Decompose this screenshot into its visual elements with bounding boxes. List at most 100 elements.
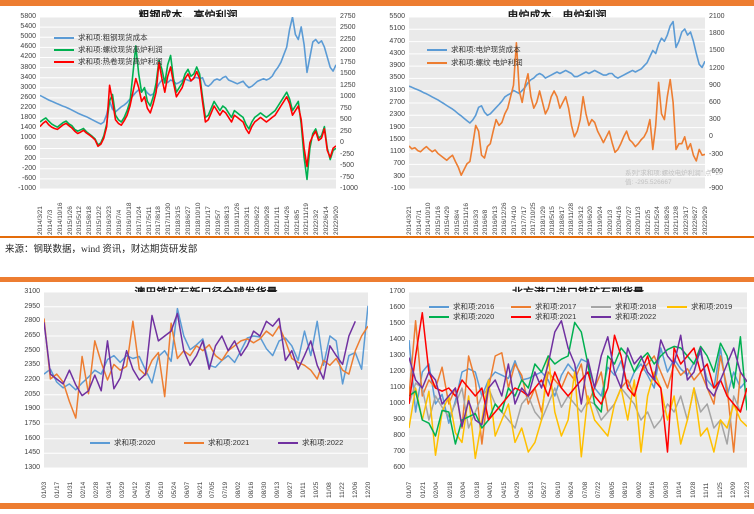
secondary-y-axis-label: -750 <box>340 173 355 181</box>
x-axis-label: 08/30 <box>261 481 269 498</box>
x-axis-label: 2019/11/26 <box>234 202 242 235</box>
secondary-y-axis-label: 0 <box>709 133 713 141</box>
legend-label: 求和项:热卷现货高炉利润 <box>78 57 163 66</box>
x-axis-label: 2020/3/11 <box>244 206 252 235</box>
y-axis-label: 1400 <box>389 336 405 343</box>
series-line-求和项:2022 <box>44 312 356 397</box>
legend-item: 求和项:2022 <box>278 437 343 448</box>
x-axis-label: 06/21 <box>196 481 204 498</box>
y-axis-label: 1000 <box>20 134 36 142</box>
legend-item: 求和项:热卷现货高炉利润 <box>54 56 163 67</box>
x-axis-label: 05/27 <box>541 481 549 498</box>
legend-swatch <box>591 315 611 318</box>
x-axis-label: 03/14 <box>105 481 113 498</box>
x-axis-label: 2015/8/18 <box>86 206 94 235</box>
x-axis-label: 12/09 <box>730 481 738 498</box>
x-axis-label: 03/29 <box>118 481 126 498</box>
y-axis-label: 600 <box>24 144 36 152</box>
y-axis-label: 1300 <box>389 352 405 359</box>
legend-item: 求和项:2021 <box>184 437 249 448</box>
x-axis-label: 09/27 <box>287 481 295 498</box>
y-axis-label: 4600 <box>20 43 36 51</box>
y-axis-label: 600 <box>393 464 405 471</box>
y-axis-label: -200 <box>21 164 36 172</box>
top-divider-bar <box>0 0 754 6</box>
x-axis-label: 2022/3/17 <box>682 206 690 235</box>
legend-swatch <box>511 305 531 308</box>
x-axis-label: 2018/6/27 <box>185 206 192 235</box>
legend-swatch <box>667 305 687 308</box>
y-axis-label: 2600 <box>20 93 36 101</box>
y-axis-label: 3100 <box>24 288 40 295</box>
chart-aus-brazil-iron-ore-global-shipments: 澳巴铁矿石新口径全球发货量 31002950280026502500235022… <box>0 284 376 503</box>
x-axis-label: 2021/5/24 <box>654 206 662 235</box>
secondary-y-axis-label: 2000 <box>340 47 356 55</box>
x-axis-label: 10/11 <box>300 482 308 498</box>
legend-swatch <box>278 441 298 444</box>
y-axis-label: 2300 <box>389 111 405 119</box>
legend-swatch <box>511 315 531 318</box>
series-line-求和项:2016 <box>409 339 747 424</box>
x-axis-label: 2017/8/18 <box>155 206 163 235</box>
x-axis-label: 08/19 <box>622 481 630 498</box>
legend-label: 求和项:2020 <box>453 312 495 321</box>
y-axis-label: 1500 <box>389 320 405 327</box>
legend-item: 求和项:2021 <box>511 311 576 322</box>
x-axis-label: 07/05 <box>209 481 217 498</box>
x-axis-label: 2021/2/5 <box>644 209 652 235</box>
bottom-divider-bar <box>0 503 754 509</box>
y-axis-label: 3900 <box>389 62 405 70</box>
x-axis-label: 2018/10/10 <box>194 202 202 235</box>
y-axis-label: 1600 <box>24 434 40 442</box>
x-axis-label: 04/15 <box>500 481 508 498</box>
legend-swatch <box>54 60 74 63</box>
secondary-y-axis-label: 1500 <box>709 47 725 55</box>
secondary-y-axis-label: -300 <box>709 150 724 158</box>
series-line-求和项:粗钢现货成本 <box>40 17 336 125</box>
y-axis-label: 1900 <box>24 405 40 413</box>
y-axis-label: 2200 <box>20 104 36 112</box>
y-axis-label: 2700 <box>389 99 405 106</box>
x-axis-label: 2016/3/3 <box>472 209 480 235</box>
x-axis-label: 2014/7/1 <box>415 209 423 235</box>
x-axis-label: 2022/6/14 <box>323 206 331 235</box>
plot-svg <box>409 17 705 189</box>
x-axis-label: 02/28 <box>92 481 100 498</box>
x-axis-label: 2018/11/28 <box>568 202 576 235</box>
series-tooltip: 系列"求和项:螺纹电炉利润" 点 "20 值: -295.526667 <box>625 169 723 187</box>
series-line-求和项:2020 <box>409 321 747 445</box>
plot-area <box>409 17 705 189</box>
legend-label: 求和项:2019 <box>691 302 733 311</box>
secondary-y-axis-label: 2100 <box>709 13 725 20</box>
x-axis-label: 2021/1/11 <box>273 206 281 235</box>
secondary-y-axis-label: 1750 <box>340 58 356 66</box>
x-axis-label: 2015/11/16 <box>463 202 471 235</box>
x-axis-label: 2014/7/3 <box>46 209 54 235</box>
x-axis-label: 09/30 <box>662 481 670 498</box>
x-axis-label: 10/14 <box>676 481 684 498</box>
x-axis-label: 2017/7/17 <box>520 206 528 235</box>
middle-divider-bar <box>0 277 754 282</box>
x-axis-label: 2015/8/4 <box>453 209 461 235</box>
source-note: 来源：钢联数据，wind 资讯，财达期货研发部 <box>5 245 198 255</box>
x-axis-label: 09/16 <box>649 481 657 498</box>
x-axis-label: 08/02 <box>235 481 243 498</box>
x-axis-label: 12/20 <box>365 481 372 498</box>
y-axis-label: 5500 <box>389 13 405 20</box>
plot-svg <box>44 292 368 468</box>
series-line-求和项:螺纹 电炉利润 <box>409 42 705 176</box>
series-line-求和项:2017 <box>409 320 747 453</box>
tooltip-series-line: 系列"求和项:螺纹电炉利润" 点 "20 <box>625 170 723 177</box>
legend-swatch <box>184 441 204 444</box>
y-axis-label: 1100 <box>389 148 405 156</box>
secondary-y-axis-label: 750 <box>340 104 352 112</box>
y-axis-label: 3100 <box>389 86 405 94</box>
x-axis-label: 2016/12/26 <box>501 202 509 235</box>
x-axis-label: 2019/5/7 <box>214 209 222 235</box>
y-axis-label: 1750 <box>24 420 40 427</box>
secondary-y-axis-label: -250 <box>340 150 355 158</box>
x-axis-label: 01/31 <box>66 481 74 498</box>
x-axis-label: 2017/1/24 <box>135 206 143 235</box>
x-axis-label: 2016/3/23 <box>106 206 114 235</box>
x-axis-label: 2021/8/26 <box>663 206 671 235</box>
